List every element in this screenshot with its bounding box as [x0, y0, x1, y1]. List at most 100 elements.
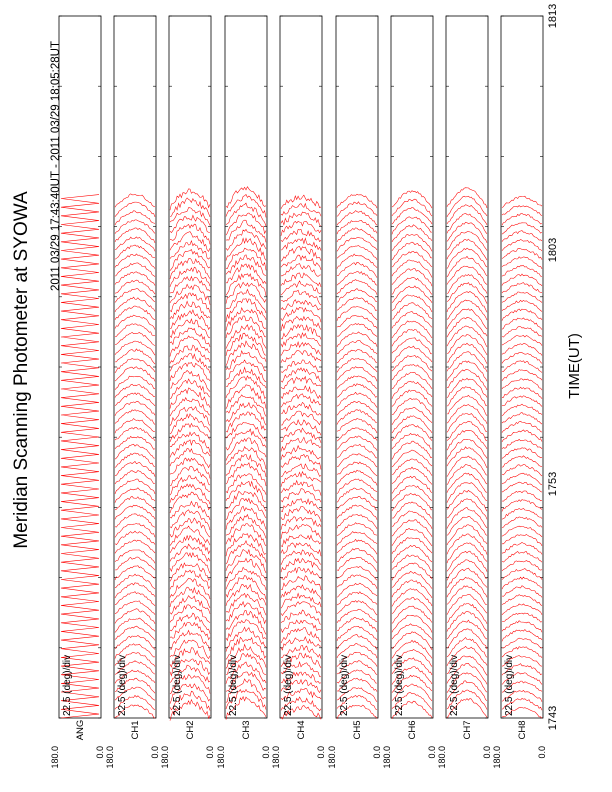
- profile-trace: [501, 429, 543, 442]
- profile-trace: [280, 601, 322, 616]
- profile-trace: [501, 690, 543, 702]
- profile-trace: [391, 389, 433, 407]
- profile-trace: [391, 623, 433, 640]
- profile-trace: [225, 437, 267, 461]
- profile-trace: [280, 627, 322, 644]
- profile-trace: [280, 661, 322, 678]
- profile-trace: [446, 464, 488, 486]
- profile-trace: [280, 299, 322, 311]
- profile-trace: [280, 549, 322, 565]
- profile-trace: [169, 639, 211, 659]
- profile-trace: [169, 231, 211, 252]
- profile-trace: [114, 565, 156, 581]
- time-tick-label: 1743: [547, 706, 559, 730]
- profile-trace: [169, 658, 211, 677]
- profile-trace: [446, 247, 488, 269]
- profile-trace: [501, 248, 543, 260]
- profile-trace: [114, 591, 156, 607]
- profile-trace: [169, 318, 211, 339]
- panel-channel-label: CH7: [462, 720, 473, 739]
- profile-trace: [225, 678, 267, 703]
- profile-trace: [226, 263, 267, 284]
- panel-channel-label: CH8: [517, 720, 528, 739]
- profile-trace: [280, 498, 322, 513]
- profile-trace: [336, 634, 378, 650]
- profile-trace: [225, 186, 267, 209]
- profile-trace: [225, 490, 267, 512]
- profile-trace: [501, 672, 543, 685]
- profile-trace: [169, 552, 211, 574]
- profile-trace: [280, 280, 322, 296]
- profile-trace: [336, 600, 378, 616]
- panel-traces: [169, 188, 211, 721]
- profile-trace: [501, 352, 543, 364]
- profile-trace: [225, 273, 267, 297]
- profile-trace: [169, 517, 211, 538]
- time-tick-label: 1813: [547, 4, 559, 28]
- profile-trace: [391, 285, 433, 303]
- profile-trace: [501, 551, 543, 563]
- profile-trace: [280, 644, 322, 659]
- profile-trace: [169, 300, 211, 320]
- profile-trace: [225, 643, 267, 669]
- profile-trace: [114, 504, 156, 520]
- panel-ymin-label: 0.0: [150, 746, 160, 759]
- profile-trace: [336, 669, 378, 684]
- profile-trace: [501, 403, 543, 417]
- profile-trace: [169, 604, 211, 624]
- profile-trace: [391, 206, 433, 225]
- profile-trace: [336, 358, 378, 373]
- profile-trace: [225, 194, 267, 218]
- profile-trace: [280, 506, 322, 522]
- profile-trace: [446, 404, 488, 424]
- profile-trace: [280, 678, 322, 694]
- profile-trace: [225, 332, 267, 356]
- profile-trace: [336, 210, 378, 226]
- profile-trace: [280, 289, 322, 306]
- profile-trace: [225, 366, 267, 389]
- profile-trace: [391, 597, 433, 615]
- profile-trace: [114, 652, 156, 667]
- time-tick-label: 1753: [547, 472, 559, 496]
- profile-trace: [336, 297, 378, 311]
- profile-trace: [280, 375, 322, 390]
- profile-trace: [336, 478, 378, 494]
- profile-trace: [501, 326, 543, 338]
- profile-trace: [169, 258, 211, 280]
- profile-trace: [114, 401, 156, 416]
- profile-trace: [225, 652, 267, 676]
- profile-trace: [169, 483, 211, 505]
- profile-trace: [446, 238, 488, 261]
- panel-ymax-label: 180.0: [216, 746, 226, 769]
- profile-trace: [225, 473, 267, 495]
- profile-trace: [280, 453, 322, 470]
- profile-trace: [114, 193, 156, 208]
- profile-trace: [446, 482, 488, 503]
- profile-trace: [169, 534, 211, 555]
- profile-trace: [391, 501, 433, 519]
- profile-trace: [391, 579, 433, 599]
- profile-trace: [114, 366, 156, 382]
- panel-ymin-label: 0.0: [316, 746, 326, 759]
- profile-trace: [280, 523, 322, 539]
- profile-trace: [336, 504, 378, 520]
- profile-trace: [391, 407, 433, 425]
- profile-trace: [114, 409, 156, 425]
- profile-trace: [446, 420, 488, 442]
- profile-trace: [501, 335, 543, 346]
- profile-trace: [446, 455, 488, 477]
- profile-trace: [280, 584, 322, 600]
- profile-trace: [225, 428, 267, 451]
- profile-trace: [169, 239, 211, 260]
- profile-trace: [225, 384, 267, 409]
- profile-trace: [446, 430, 488, 451]
- panel-channel-label: CH1: [130, 720, 141, 739]
- panel-ymin-label: 0.0: [205, 746, 215, 759]
- profile-trace: [391, 519, 433, 537]
- profile-trace: [225, 375, 267, 399]
- profile-trace: [391, 537, 433, 554]
- profile-trace: [169, 491, 211, 514]
- profile-trace: [336, 538, 378, 555]
- profile-trace: [225, 288, 267, 314]
- profile-trace: [446, 325, 488, 348]
